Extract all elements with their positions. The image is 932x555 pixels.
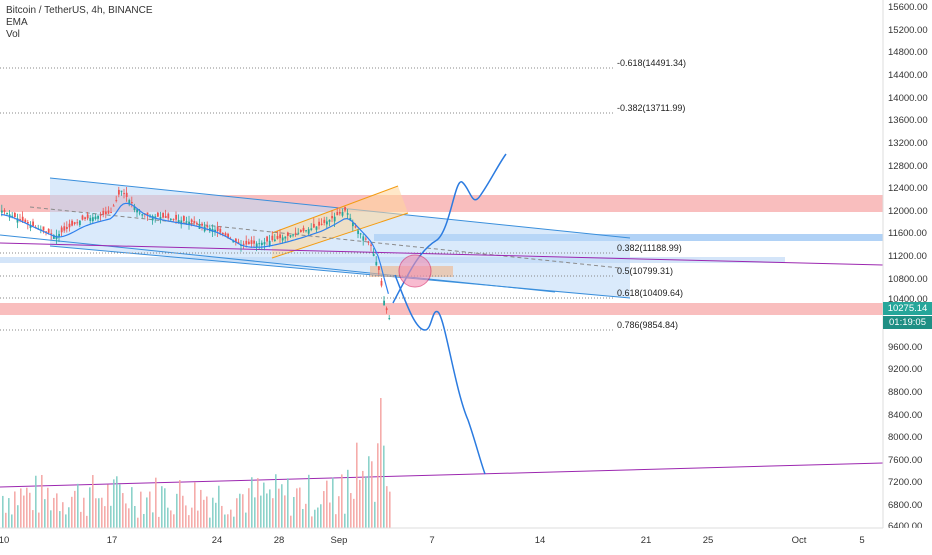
price-tick-label: 8800.00 [888,387,922,398]
volume-indicator-label[interactable]: Vol [6,29,20,40]
time-tick-label: 28 [274,535,285,546]
price-tick-label: 6400.00 [888,521,922,532]
price-tick-label: 12000.00 [888,206,928,217]
time-tick-label: 10 [0,535,9,546]
price-tick-label: 9200.00 [888,364,922,375]
price-tick-label: 15600.00 [888,2,928,13]
time-tick-label: 7 [429,535,434,546]
price-tick-label: 13200.00 [888,138,928,149]
price-tick-label: 8000.00 [888,432,922,443]
volume-bars [2,398,391,528]
price-tick-label: 14800.00 [888,47,928,58]
price-tick-label: 7600.00 [888,455,922,466]
fib-level-label: -0.618(14491.34) [617,58,686,68]
price-tick-label: 6800.00 [888,500,922,511]
target-circle [398,254,432,288]
time-tick-label: 21 [641,535,652,546]
price-tick-label: 12800.00 [888,161,928,172]
candle-countdown-tag: 01:19:05 [883,316,932,329]
time-tick-label: Oct [792,535,807,546]
price-tick-label: 11600.00 [888,228,927,239]
candlesticks [1,186,391,321]
price-tick-label: 15200.00 [888,25,928,36]
projection-path [392,153,507,304]
support-zone [0,303,883,315]
ema-indicator-label[interactable]: EMA [6,17,28,28]
time-tick-label: 25 [703,535,714,546]
ema-line [0,202,389,294]
price-tick-label: 12400.00 [888,183,928,194]
price-tick-label: 9600.00 [888,342,922,353]
price-tick-label: 14400.00 [888,70,928,81]
fib-level-label: 0.618(10409.64) [617,288,683,298]
time-tick-label: 17 [107,535,118,546]
fib-level-label: 0.786(9854.84) [617,320,678,330]
fib-level-label: 0.382(11188.99) [617,243,682,253]
price-tick-label: 8400.00 [888,410,922,421]
price-tick-label: 14000.00 [888,93,928,104]
time-tick-label: 24 [212,535,223,546]
purple-trendline-lower [0,462,884,488]
time-tick-label: 14 [535,535,546,546]
fib-level-label: 0.5(10799.31) [617,266,673,276]
price-tick-label: 13600.00 [888,115,928,126]
symbol-title: Bitcoin / TetherUS, 4h, BINANCE [6,5,153,16]
descending-channel [50,178,630,298]
current-price-tag: 10275.14 [883,302,932,315]
projection-path-down [394,274,486,475]
price-tick-label: 10400.00 [888,294,928,305]
fib-level-label: -0.382(13711.99) [617,103,685,113]
time-tick-label: 5 [859,535,864,546]
price-tick-label: 11200.00 [888,251,927,262]
time-tick-label: Sep [331,535,348,546]
price-tick-label: 7200.00 [888,477,922,488]
chart-legend: Bitcoin / TetherUS, 4h, BINANCE EMA Vol [6,5,153,41]
price-tick-label: 10800.00 [888,274,928,285]
purple-trendline-upper [0,242,884,266]
